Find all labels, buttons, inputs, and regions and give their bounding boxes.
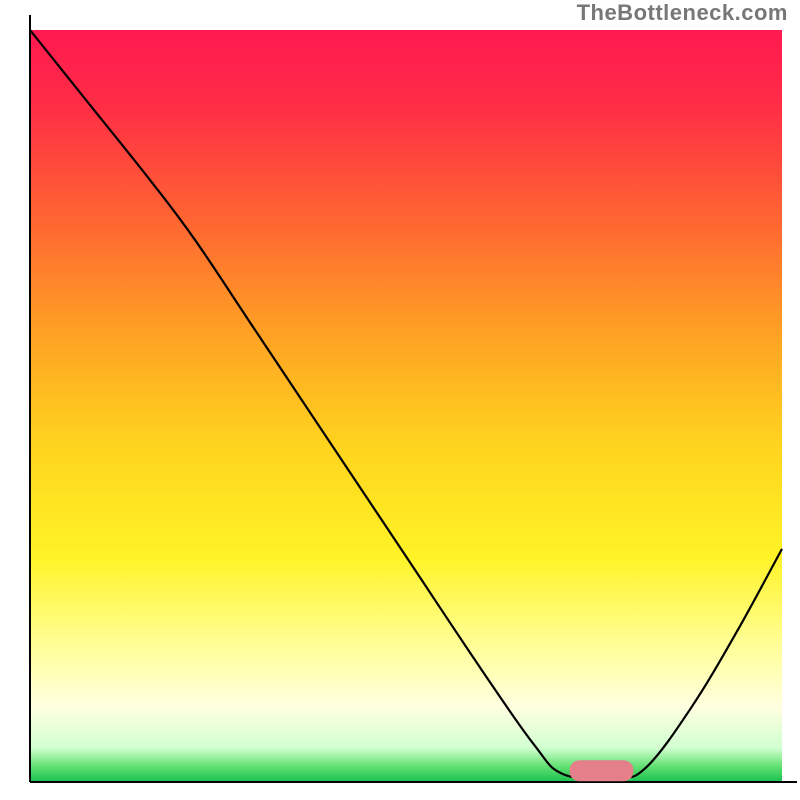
chart-container: TheBottleneck.com — [0, 0, 800, 800]
gradient-background — [30, 30, 782, 782]
watermark-text: TheBottleneck.com — [577, 0, 788, 26]
bottleneck-chart — [0, 0, 800, 800]
optimal-marker — [570, 760, 634, 781]
